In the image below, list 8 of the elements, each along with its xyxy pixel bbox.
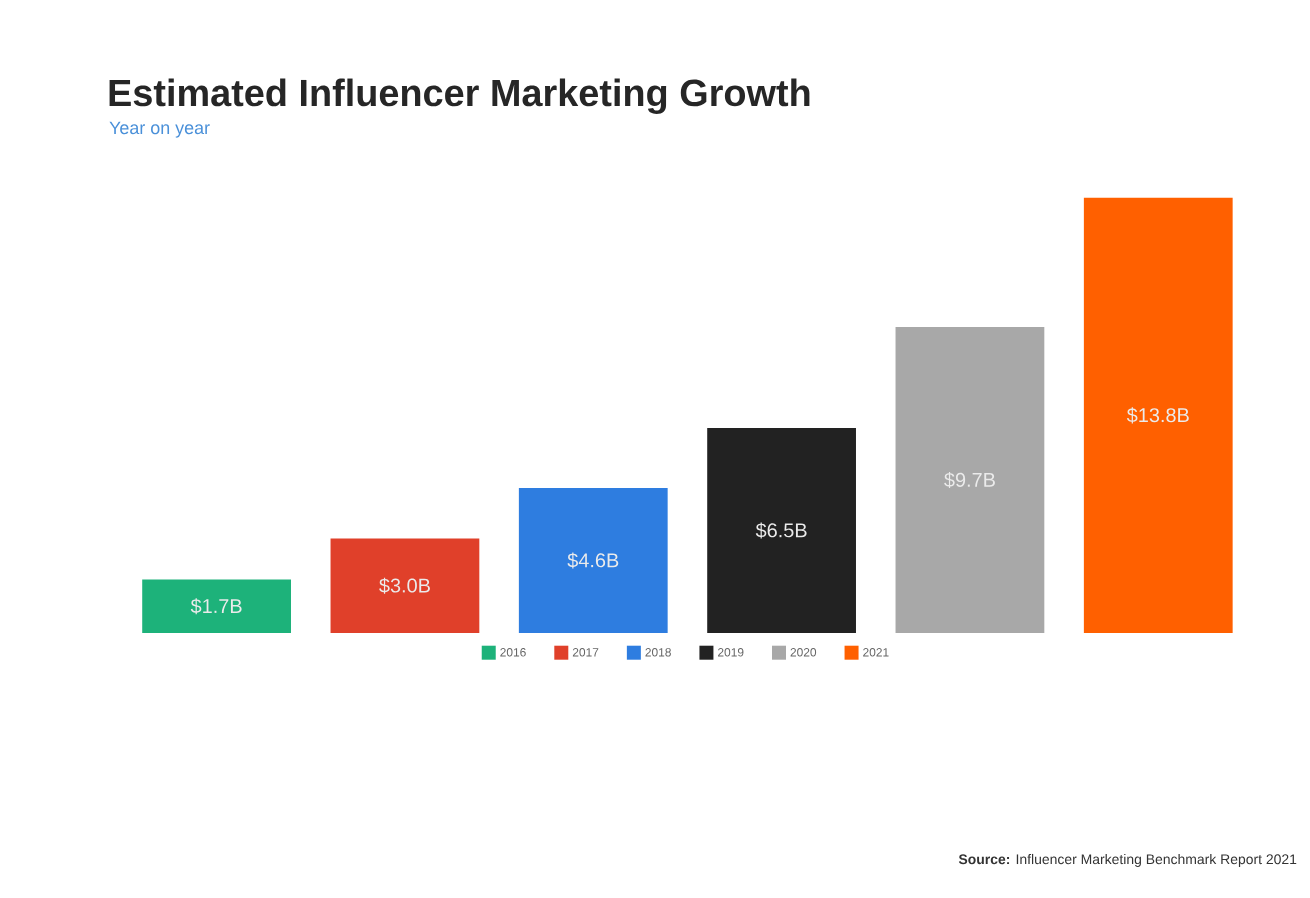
data-label: $6.5B (755, 522, 807, 539)
data-label: $13.8B (1126, 407, 1189, 424)
chart-subtitle: Year on year (109, 121, 210, 138)
chart-title: Estimated Influencer Marketing Growth (109, 78, 810, 115)
data-label: $1.7B (190, 598, 242, 615)
data-label: $3.0B (379, 577, 430, 594)
data-label: $9.7B (944, 471, 995, 489)
data-label: $4.6B (567, 552, 619, 569)
